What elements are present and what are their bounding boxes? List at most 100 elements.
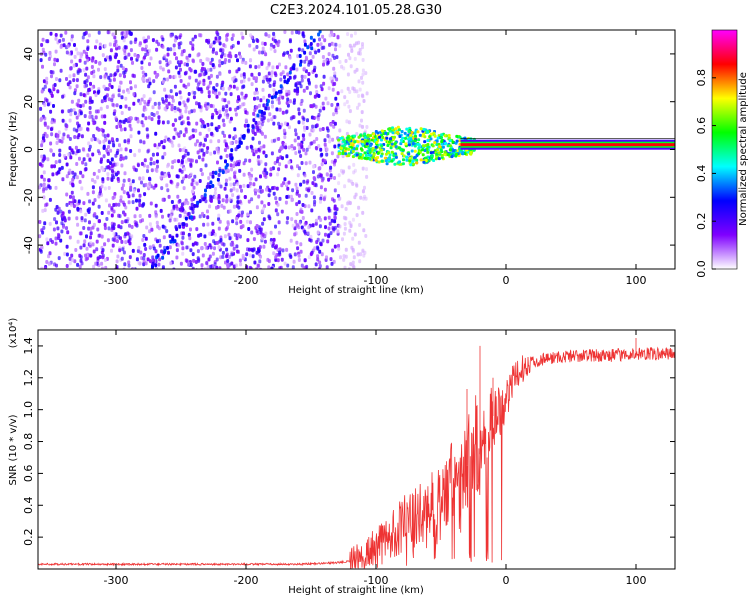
heatmap-cell [291, 265, 295, 269]
heatmap-cell [224, 182, 228, 187]
heatmap-cell [88, 199, 92, 204]
heatmap-cell [208, 184, 212, 189]
heatmap-cell [237, 213, 241, 218]
heatmap-cell [270, 100, 274, 105]
heatmap-cell [155, 159, 159, 164]
heatmap-cell [312, 195, 316, 200]
heatmap-cell [209, 132, 213, 136]
heatmap-cell [272, 44, 276, 49]
heatmap-cell [151, 152, 155, 157]
heatmap-x-axis-label: Height of straight line (km) [288, 285, 424, 296]
heatmap-cell [161, 99, 165, 104]
y-tick-label: 0 [22, 146, 35, 153]
heatmap-cell [201, 62, 205, 66]
heatmap-cell [165, 58, 169, 63]
heatmap-cell [295, 91, 299, 96]
heatmap-cell [214, 36, 218, 41]
heatmap-cell [99, 75, 103, 80]
heatmap-cell [251, 254, 255, 259]
heatmap-cell [43, 84, 47, 89]
heatmap-cell [106, 238, 110, 243]
heatmap-cell [67, 109, 71, 114]
snr-y-axis-label: SNR (10 * v/v) [8, 414, 19, 485]
heatmap-cell [299, 242, 303, 247]
heatmap-cell [141, 176, 145, 181]
heatmap-cell [245, 111, 249, 116]
heatmap-cell [349, 262, 353, 267]
heatmap-cell [396, 125, 400, 129]
heatmap-cell [255, 229, 259, 234]
heatmap-cell [285, 247, 289, 252]
heatmap-cell [237, 162, 241, 166]
heatmap-cell [77, 67, 81, 72]
heatmap-cell [134, 168, 138, 173]
heatmap-cell [277, 137, 281, 141]
heatmap-cell [143, 100, 147, 104]
heatmap-cell [223, 148, 227, 153]
heatmap-cell [399, 142, 403, 146]
heatmap-cell [297, 193, 301, 198]
heatmap-cell [127, 263, 131, 268]
heatmap-cell [286, 97, 290, 102]
colorbar-tick-label: 0.2 [695, 212, 708, 230]
heatmap-cell [117, 224, 121, 229]
heatmap-cell [102, 139, 106, 144]
heatmap-cell [287, 89, 291, 94]
y-tick-label: 0.6 [22, 465, 35, 483]
heatmap-cell [239, 262, 243, 267]
x-tick-label: -200 [234, 574, 259, 587]
heatmap-cell [290, 144, 294, 148]
heatmap-cell [115, 103, 119, 108]
heatmap-cell [225, 163, 229, 167]
heatmap-cell [95, 215, 99, 220]
x-tick-label: -300 [104, 274, 129, 287]
heatmap-cell [260, 113, 264, 118]
heatmap-cell [277, 39, 281, 44]
x-tick-label: 100 [626, 274, 647, 287]
heatmap-cell [206, 105, 210, 110]
heatmap-cell [65, 264, 69, 268]
heatmap-cell [257, 194, 261, 199]
heatmap-cell [363, 156, 367, 160]
heatmap-cell [268, 83, 272, 88]
heatmap-cell [355, 183, 359, 188]
heatmap-cell [118, 143, 121, 148]
heatmap-cell [50, 164, 54, 169]
heatmap-cell [370, 148, 374, 152]
heatmap-cell [258, 140, 261, 145]
heatmap-cell [82, 243, 86, 248]
heatmap-cell [61, 211, 65, 216]
heatmap-cell [252, 111, 256, 116]
heatmap-cell [53, 262, 57, 267]
heatmap-cell [101, 167, 105, 172]
heatmap-cell [325, 152, 329, 157]
heatmap-cell [328, 221, 332, 226]
heatmap-cell [314, 262, 318, 267]
heatmap-cell [152, 185, 156, 190]
heatmap-cell [314, 50, 318, 55]
heatmap-cell [90, 99, 94, 104]
heatmap-cell [263, 239, 267, 244]
heatmap-cell [81, 160, 85, 165]
heatmap-cell [162, 79, 165, 84]
heatmap-cell [423, 135, 427, 139]
heatmap-cell [430, 132, 433, 136]
heatmap-cell [38, 162, 42, 167]
heatmap-cell [368, 153, 371, 157]
heatmap-cell [132, 101, 136, 106]
heatmap-cell [102, 144, 106, 149]
heatmap-cell [363, 132, 367, 136]
heatmap-cell [285, 181, 289, 186]
y-tick-label: 20 [22, 95, 35, 109]
heatmap-cell [84, 212, 88, 217]
heatmap-cell [40, 143, 44, 148]
heatmap-cell [108, 203, 111, 208]
heatmap-cell [195, 159, 198, 164]
heatmap-cell [149, 161, 153, 166]
heatmap-cell [398, 135, 402, 138]
heatmap-cell [129, 149, 133, 153]
heatmap-cell [184, 70, 188, 75]
heatmap-cell [220, 203, 224, 208]
heatmap-cell [72, 204, 76, 209]
heatmap-cell [308, 132, 312, 137]
